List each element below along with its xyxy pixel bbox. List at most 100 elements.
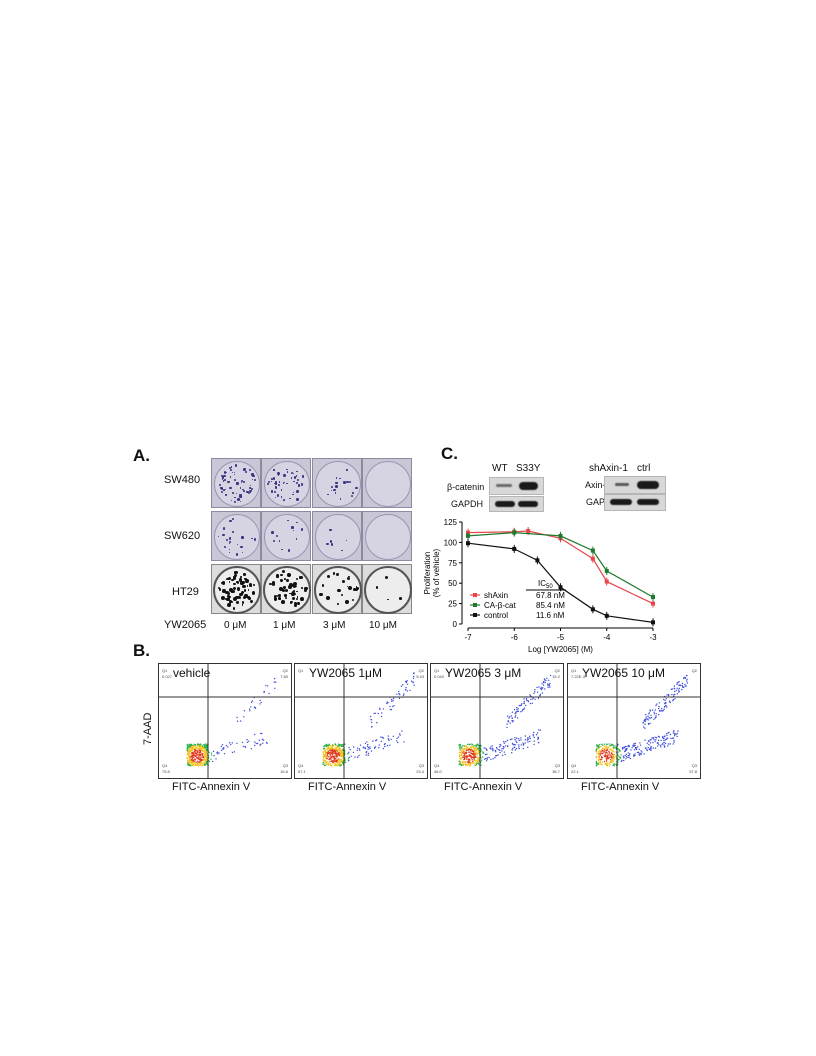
- flow-event-dot: [664, 702, 666, 705]
- flow-event-dot: [202, 750, 205, 753]
- flow-event-dot: [323, 753, 325, 756]
- flow-event-dot: [323, 755, 325, 758]
- flow-event-dot: [243, 710, 246, 712]
- flow-event-dot: [340, 756, 342, 758]
- flow-event-dot: [199, 764, 201, 766]
- flow-event-dot: [653, 711, 655, 713]
- flow-event-dot: [206, 761, 208, 763]
- flow-event-dot: [514, 749, 517, 751]
- flow-event-dot: [197, 750, 199, 752]
- flow-event-dot: [666, 706, 668, 708]
- flow-event-dot: [191, 755, 193, 757]
- flow-event-dot: [642, 722, 644, 724]
- flow-event-dot: [389, 705, 391, 708]
- flow-event-dot: [678, 691, 680, 693]
- flow-event-dot: [470, 762, 472, 764]
- flow-event-dot: [501, 754, 504, 756]
- flow-event-dot: [380, 715, 383, 718]
- flow-event-dot: [473, 764, 476, 766]
- flow-event-dot: [198, 745, 200, 747]
- flow-event-dot: [611, 760, 613, 762]
- flow-event-dot: [513, 746, 516, 748]
- flow-event-dot: [596, 746, 598, 748]
- flow-event-dot: [672, 698, 675, 701]
- flow-event-dot: [470, 757, 473, 759]
- flow-event-dot: [542, 684, 545, 686]
- flow-event-dot: [327, 751, 330, 753]
- flow-event-dot: [540, 686, 542, 688]
- data-point: [590, 607, 595, 612]
- flow-event-dot: [466, 764, 468, 767]
- flow-event-dot: [536, 686, 538, 689]
- flow-event-dot: [485, 747, 487, 750]
- flow-event-dot: [399, 733, 401, 735]
- flow-event-dot: [233, 751, 236, 753]
- flow-event-dot: [531, 698, 534, 700]
- blot1-lane-wt: WT: [492, 463, 508, 474]
- flow-event-dot: [606, 765, 608, 767]
- flow-event-dot: [528, 735, 531, 737]
- flow-event-dot: [609, 760, 612, 763]
- flow-event-dot: [206, 749, 208, 752]
- flow-event-dot: [254, 707, 257, 709]
- flow-event-dot: [333, 756, 336, 759]
- flow-event-dot: [329, 746, 332, 748]
- flow-event-dot: [612, 744, 614, 747]
- flow-event-dot: [327, 748, 330, 750]
- flow-event-dot: [202, 746, 204, 748]
- flow-event-dot: [377, 712, 379, 715]
- flow-event-dot: [348, 760, 350, 762]
- flow-event-dot: [651, 737, 653, 739]
- flow-event-dot: [328, 763, 330, 766]
- flow-event-dot: [405, 680, 407, 683]
- flow-event-dot: [660, 709, 662, 712]
- flow-event-dot: [467, 748, 470, 751]
- flow-event-dot: [516, 710, 518, 713]
- flow-event-dot: [612, 757, 615, 759]
- flow-event-dot: [410, 680, 413, 682]
- flow-event-dot: [392, 735, 394, 737]
- flow-event-dot: [478, 750, 480, 753]
- flow-event-dot: [373, 712, 375, 715]
- flow-event-dot: [647, 723, 650, 725]
- flow-event-dot: [600, 760, 602, 762]
- flow-event-dot: [523, 700, 525, 703]
- flow-event-dot: [197, 762, 199, 765]
- flow-event-dot: [186, 743, 188, 746]
- flow-event-dot: [526, 699, 528, 701]
- flow-event-dot: [477, 762, 479, 764]
- flow-y-label: 7-AAD: [142, 712, 154, 745]
- flow-event-dot: [337, 761, 339, 763]
- flow-event-dot: [200, 745, 202, 747]
- quadrant-name-q1: Q1: [434, 668, 440, 673]
- legend-header-sub: 50: [546, 584, 553, 590]
- flow-event-dot: [339, 763, 341, 765]
- flow-event-dot: [509, 722, 511, 724]
- flow-event-dot: [323, 763, 325, 765]
- flow-event-dot: [538, 686, 540, 688]
- flow-event-dot: [484, 758, 486, 760]
- flow-event-dot: [405, 689, 407, 691]
- flow-event-dot: [488, 756, 490, 759]
- flow-event-dot: [662, 709, 664, 712]
- data-point: [466, 533, 470, 538]
- flow-event-dot: [477, 747, 479, 749]
- flow-event-dot: [524, 742, 526, 744]
- flow-event-dot: [336, 746, 338, 748]
- flow-event-dot: [514, 737, 516, 739]
- flow-event-dot: [678, 681, 680, 683]
- flow-event-dot: [605, 751, 607, 754]
- flow-event-dot: [461, 753, 463, 755]
- flow-event-dot: [538, 729, 540, 731]
- flow-x-label: FITC-Annexin V: [172, 781, 251, 793]
- flow-event-dot: [647, 746, 649, 749]
- row-label-sw620: SW620: [164, 530, 201, 542]
- data-point: [535, 558, 540, 563]
- flow-event-dot: [622, 747, 624, 749]
- flow-event-dot: [198, 747, 200, 749]
- x-tick-label: -4: [603, 633, 611, 642]
- flow-event-dot: [250, 748, 252, 750]
- flow-event-dot: [495, 751, 497, 753]
- flow-event-dot: [266, 742, 268, 745]
- flow-event-dot: [274, 687, 276, 689]
